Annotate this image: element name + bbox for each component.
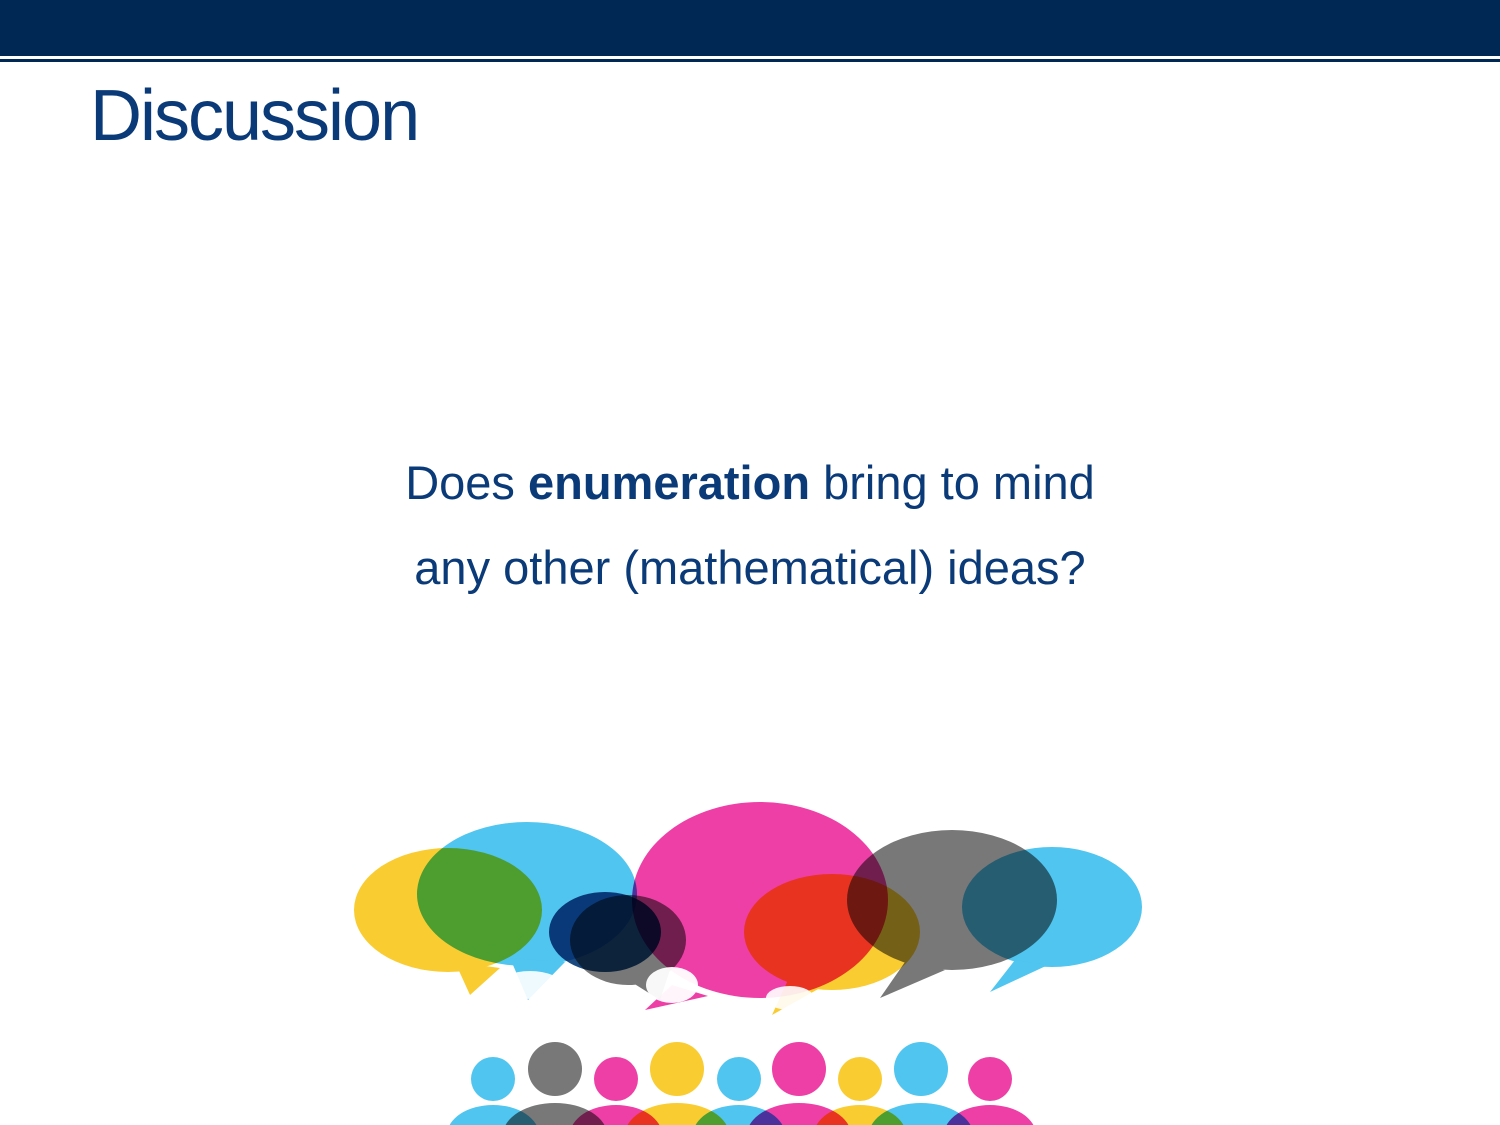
crowd [449, 1042, 1034, 1125]
speech-bubble-cyan-right [962, 847, 1142, 992]
bubble-tail-highlights [498, 967, 814, 1010]
question-line-2: any other (mathematical) ideas? [414, 541, 1086, 594]
slide-title: Discussion [90, 76, 420, 156]
header-rule [0, 59, 1500, 62]
discussion-question: Does enumeration bring to mind any other… [0, 440, 1500, 610]
header-band [0, 0, 1500, 56]
question-text-before: Does [405, 456, 528, 509]
question-line-1: Does enumeration bring to mind [0, 440, 1500, 525]
discussion-speech-bubbles-crowd-icon [354, 802, 1142, 1125]
question-text-after: bring to mind [810, 456, 1095, 509]
question-keyword: enumeration [527, 456, 811, 509]
